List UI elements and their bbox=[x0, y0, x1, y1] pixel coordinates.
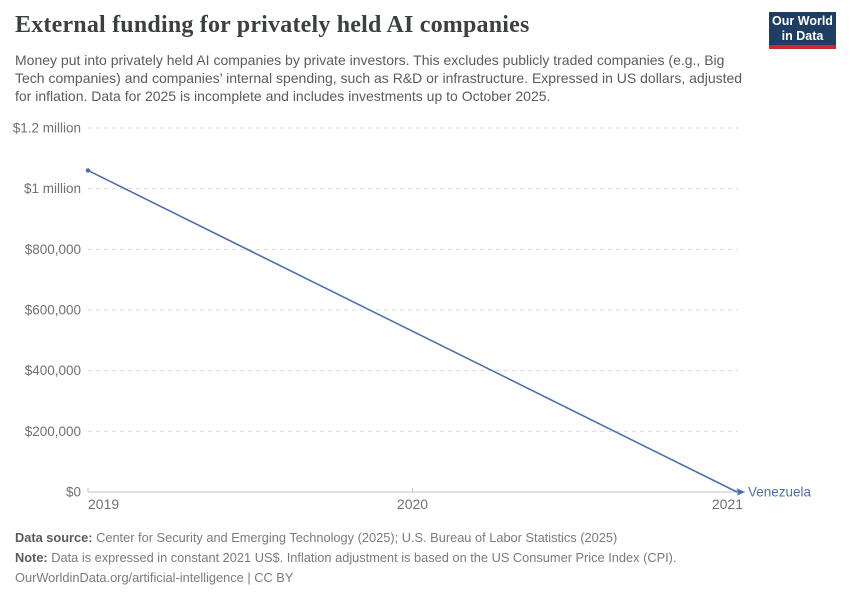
x-tick-label: 2020 bbox=[397, 496, 428, 512]
series-line bbox=[87, 169, 738, 493]
y-tick-label: $600,000 bbox=[25, 303, 81, 318]
y-tick-label: $800,000 bbox=[25, 242, 81, 257]
note-line: Note: Data is expressed in constant 2021… bbox=[15, 548, 835, 568]
x-tick-label: 2019 bbox=[88, 496, 119, 512]
series-label: Venezuela bbox=[748, 485, 812, 500]
data-source-label: Data source: bbox=[15, 530, 93, 545]
note-text: Data is expressed in constant 2021 US$. … bbox=[47, 550, 677, 565]
owid-logo: Our World in Data bbox=[769, 12, 836, 49]
series-end-arrow bbox=[737, 488, 745, 496]
series-start-marker bbox=[85, 168, 91, 173]
data-source-text: Center for Security and Emerging Technol… bbox=[92, 530, 618, 545]
note-label: Note: bbox=[15, 550, 48, 565]
y-tick-label: $1.2 million bbox=[13, 121, 81, 136]
x-tick-label: 2021 bbox=[712, 496, 743, 512]
owid-url-line: OurWorldinData.org/artificial-intelligen… bbox=[15, 570, 294, 585]
chart-subtitle: Money put into privately held AI compani… bbox=[15, 52, 743, 104]
y-tick-label: $400,000 bbox=[25, 363, 81, 378]
data-source-line: Data source: Center for Security and Eme… bbox=[15, 528, 835, 548]
y-tick-label: $200,000 bbox=[25, 424, 81, 439]
chart-footer: Data source: Center for Security and Eme… bbox=[15, 528, 835, 588]
y-tick-label: $1 million bbox=[24, 181, 81, 196]
owid-logo-line1: Our World bbox=[772, 14, 833, 28]
chart-title: External funding for privately held AI c… bbox=[15, 12, 530, 38]
owid-logo-line2: in Data bbox=[781, 29, 824, 43]
y-tick-label: $0 bbox=[66, 485, 81, 500]
